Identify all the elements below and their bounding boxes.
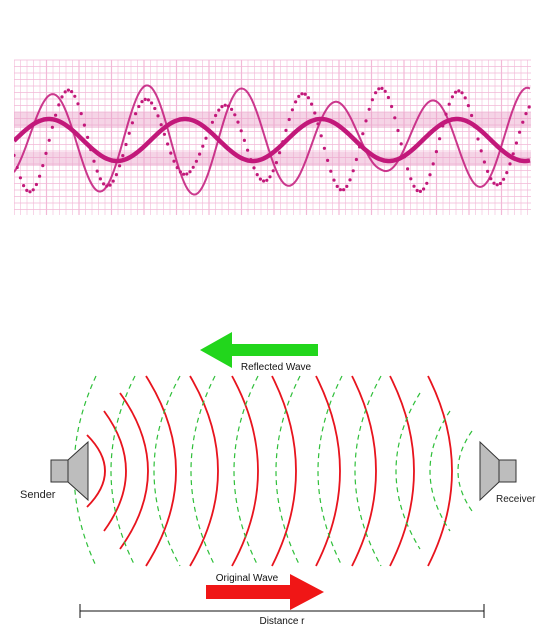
original-wave-label: Original Wave (216, 573, 279, 584)
reflected-wavefront (275, 375, 301, 567)
reflected-wavefront (354, 375, 382, 567)
reflected-wavefront (153, 375, 181, 567)
receiver-speaker-icon (479, 440, 517, 502)
original-wavefront (103, 410, 127, 532)
reflected-wavefront (395, 392, 421, 550)
original-wavefront (119, 392, 149, 550)
original-wavefront (271, 375, 297, 567)
reflected-wavefront (429, 410, 451, 532)
reflected-wavefront (317, 375, 343, 567)
reflected-wave-label: Reflected Wave (241, 362, 312, 373)
receiver-label: Receiver (496, 494, 536, 505)
sender-label: Sender (20, 489, 56, 501)
standing-wave-illustration (14, 0, 531, 272)
original-wavefront (315, 375, 341, 567)
reflected-wavefront (73, 375, 97, 567)
original-wave-arrow (206, 574, 324, 610)
distance-bar (79, 604, 485, 618)
reflected-wavefront (233, 375, 259, 567)
original-wavefront (86, 434, 106, 508)
reflected-wavefront (190, 375, 216, 567)
reflected-wavefront (110, 375, 136, 567)
fade-overlay (14, 0, 531, 272)
original-wavefront (231, 375, 259, 567)
original-wavefront (145, 375, 177, 567)
original-wavefront (389, 375, 415, 567)
reflected-wavefront (457, 430, 473, 512)
reflected-wave-arrow (200, 332, 318, 368)
original-wavefront (189, 375, 219, 567)
wavefronts (73, 375, 473, 567)
original-wavefront (351, 375, 377, 567)
original-wavefront (427, 375, 453, 567)
reflection-diagram: Reflected Wave Sender Receiver Original … (20, 332, 536, 627)
sender-speaker-icon (50, 440, 89, 502)
distance-label: Distance r (259, 616, 305, 627)
